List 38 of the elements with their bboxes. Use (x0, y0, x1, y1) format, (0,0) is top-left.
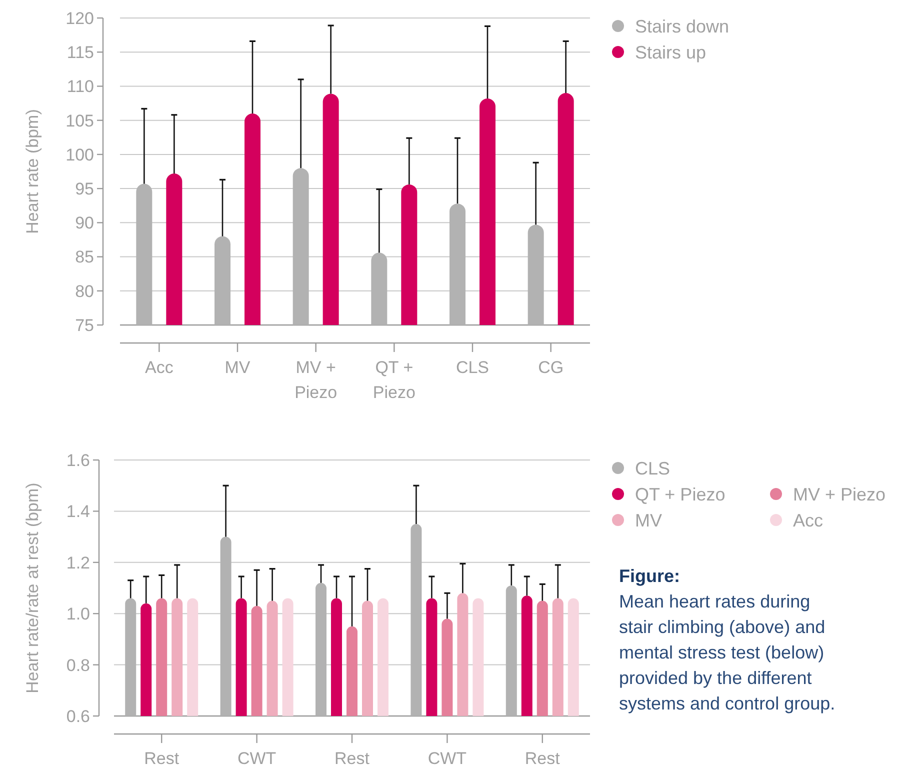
y-tick-label: 1.0 (66, 604, 90, 624)
y-tick-label: 100 (66, 145, 94, 164)
y-tick-label: 115 (66, 43, 94, 62)
x-tick-label: MV (224, 358, 251, 377)
x-tick-label: CWT (428, 749, 467, 768)
y-tick-label: 80 (75, 282, 94, 301)
x-tick-label: Rest (524, 749, 560, 768)
legend-label: CLS (635, 458, 670, 478)
x-tick-label: MV + Piezo (294, 358, 338, 402)
y-tick-label: 90 (75, 214, 94, 233)
y-axis-title: Heart rate/rate at rest (bpm) (23, 482, 42, 694)
x-tick-label: Rest (144, 749, 180, 768)
legend-label: Stairs down (635, 16, 730, 36)
y-tick-label: 0.8 (66, 656, 90, 675)
x-tick-label: CG (538, 358, 564, 377)
x-tick-label: CLS (456, 358, 490, 377)
y-tick-label: 75 (75, 316, 94, 335)
y-axis-title: Heart rate (bpm) (23, 109, 42, 234)
x-tick-label: Rest (334, 749, 370, 768)
legend-label: Stairs up (635, 42, 706, 62)
y-tick-label: 85 (75, 248, 94, 267)
y-tick-label: 95 (75, 180, 94, 199)
y-tick-label: 1.4 (66, 502, 90, 522)
y-tick-label: 1.6 (66, 450, 90, 470)
y-tick-label: 0.6 (66, 706, 90, 726)
legend-label: QT + Piezo (635, 484, 726, 504)
legend-label: MV (635, 510, 662, 530)
legend-label: Acc (793, 510, 824, 530)
y-tick-label: 110 (66, 77, 94, 96)
x-tick-label: QT + Piezo (372, 358, 416, 402)
text: Mean heart rates during stair climbing (above) and mental stress test (below) provided by the different systems and control group. (619, 592, 836, 714)
y-tick-label: 1.2 (66, 553, 90, 572)
y-tick-label: 120 (66, 8, 94, 28)
y-tick-label: 105 (66, 111, 94, 130)
x-tick-label: Acc (144, 358, 174, 377)
text: Figure: (619, 566, 680, 586)
legend-label: MV + Piezo (793, 484, 886, 504)
x-tick-label: CWT (237, 749, 276, 768)
